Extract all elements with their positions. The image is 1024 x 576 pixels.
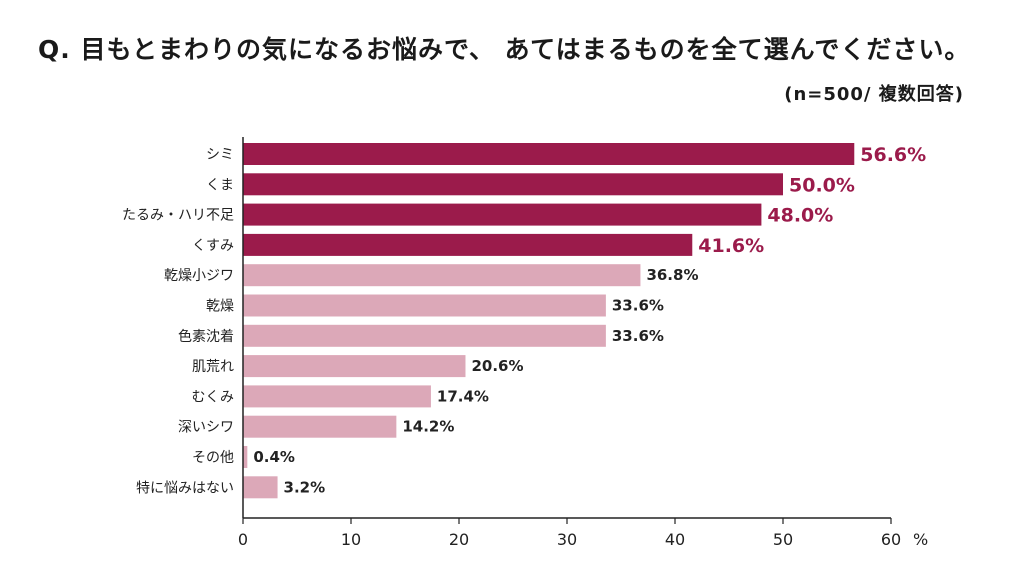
value-label: 36.8%: [646, 266, 698, 284]
bar: [243, 415, 397, 438]
category-label: くすみ: [192, 238, 234, 254]
x-tick-label: 20: [449, 530, 469, 549]
x-tick-label: 50: [773, 530, 793, 549]
category-label: むくみ: [191, 389, 234, 405]
x-tick-label: 40: [665, 530, 685, 549]
value-label: 20.6%: [471, 357, 523, 375]
category-label: シミ: [206, 147, 234, 163]
x-unit-label: %: [913, 530, 928, 549]
category-label: 乾燥: [206, 299, 234, 315]
value-label: 33.6%: [612, 297, 664, 315]
value-label: 0.4%: [253, 448, 295, 466]
x-tick-label: 60: [881, 530, 901, 549]
category-label: 肌荒れ: [192, 359, 234, 375]
chart-title: Q. 目もとまわりの気になるお悩みで、 あてはまるものを全て選んでください。: [38, 35, 971, 64]
bar: [243, 355, 466, 378]
bar: [243, 476, 278, 499]
value-label: 14.2%: [402, 418, 454, 436]
bar: [243, 385, 431, 408]
x-tick-label: 10: [341, 530, 361, 549]
value-label: 50.0%: [789, 174, 855, 196]
category-label: たるみ・ハリ不足: [122, 208, 234, 224]
bar: [243, 143, 855, 165]
bar: [243, 233, 693, 256]
bar: [243, 173, 783, 196]
category-label: 乾燥小ジワ: [164, 268, 234, 284]
category-label: 特に悩みはない: [136, 480, 234, 496]
value-label: 33.6%: [612, 327, 664, 345]
value-label: 41.6%: [698, 235, 764, 257]
value-label: 3.2%: [284, 478, 326, 496]
bar: [243, 294, 606, 317]
category-label: 色素沈着: [178, 328, 234, 345]
value-label: 48.0%: [767, 205, 833, 227]
chart-subtitle: (n=500/ 複数回答): [784, 84, 964, 105]
value-label: 17.4%: [437, 387, 489, 405]
category-label: 深いシワ: [178, 420, 234, 436]
x-tick-label: 0: [238, 530, 248, 549]
bar: [243, 203, 762, 226]
bar: [243, 446, 248, 468]
x-tick-label: 30: [557, 530, 577, 549]
category-label: くま: [206, 177, 234, 193]
category-label: その他: [192, 450, 234, 466]
value-label: 56.6%: [860, 144, 926, 166]
bar: [243, 324, 606, 347]
bar: [243, 264, 641, 287]
